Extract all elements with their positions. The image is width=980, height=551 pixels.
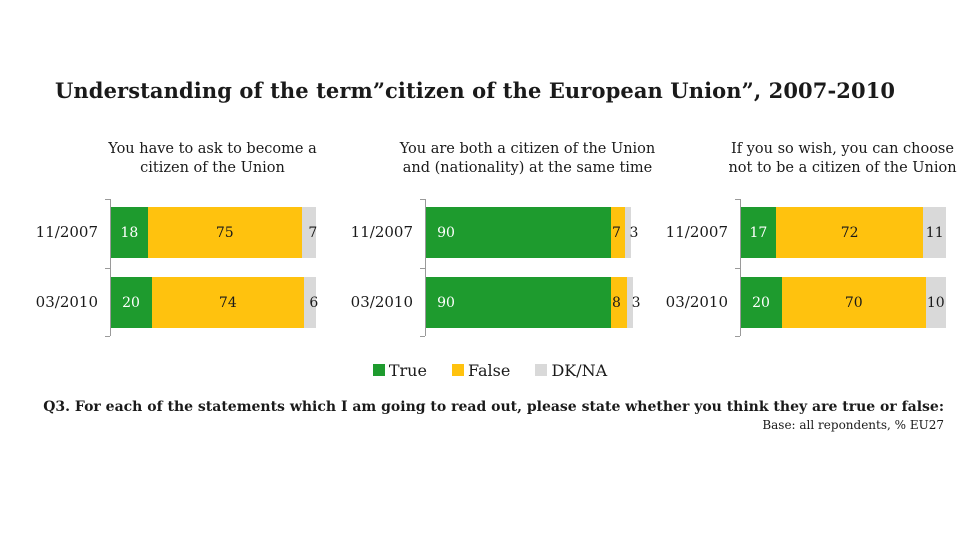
bar-segment-dk [925,277,946,328]
axis-tick [420,199,425,200]
stacked-bar: 90 7 3 [426,207,638,258]
data-label-false: 75 [215,224,234,241]
data-label-dk: 6 [309,294,319,311]
panel-title-line: not to be a citizen of the Union [728,160,957,176]
panel-title-line: You are both a citizen of the Union [399,141,656,157]
bar-segment-true [426,277,611,328]
bar-segment-dk [626,277,634,328]
axis-tick [105,336,110,337]
data-label-true: 17 [749,224,768,241]
bar-segment-false [147,207,302,258]
legend-swatch-dk [535,363,548,376]
chart-title: Understanding of the term”citizen of the… [55,78,896,103]
bar-segment-true [741,207,776,258]
stacked-bar: 20 74 6 [111,277,319,328]
panel-title: You are both a citizen of the Union and (… [385,140,670,178]
chart-panel-3: If you so wish, you can choose not to be … [665,140,957,340]
data-label-true: 90 [437,294,455,311]
bar-segment-dk [923,207,946,258]
row-label: 03/2010 [35,292,98,311]
chart-panel-1: You have to ask to become a citizen of th… [35,140,325,340]
panel-title-line: and (nationality) at the same time [402,160,653,176]
legend-label-false: False [468,361,511,380]
legend-swatch-false [452,363,464,376]
bar-segment-dk [624,207,631,258]
bar-segment-true [741,277,782,328]
axis-tick [420,267,425,269]
bar-segment-dk [301,207,316,258]
legend-item-false: False [452,361,510,380]
axis-tick [105,267,110,269]
legend-item-dk: DK/NA [535,361,607,380]
legend-swatch-true [372,363,385,376]
data-label-dk: 3 [629,224,639,241]
panel-title: If you so wish, you can choose not to be … [700,140,980,178]
bar-segment-false [152,277,304,328]
bar-segment-false [610,277,627,328]
base-note: Base: all repondents, % EU27 [762,418,944,432]
data-label-false: 72 [840,224,859,241]
bar-segment-true [426,207,611,258]
bar-segment-false [775,207,924,258]
axis-tick [735,267,740,269]
stacked-bar: 18 75 7 [111,207,318,258]
stacked-bar: 17 72 11 [741,207,946,258]
data-label-false: 74 [218,294,237,311]
data-label-true: 18 [120,224,139,241]
category-axis [425,199,426,336]
data-label-true: 20 [752,294,770,311]
data-label-false: 7 [612,224,621,241]
data-label-dk: 3 [631,294,641,311]
legend: True False DK/NA [0,361,980,380]
row-label: 03/2010 [350,292,413,311]
question-note: Q3. For each of the statements which I a… [43,399,944,415]
bar-segment-false [782,277,926,328]
bar-segment-dk [303,277,316,328]
data-label-dk: 7 [308,224,318,241]
category-axis [740,199,741,336]
legend-item-true: True [372,361,427,380]
axis-tick [105,199,110,200]
panel-title-line: You have to ask to become a [108,141,317,157]
panel-title: You have to ask to become a citizen of th… [70,140,355,178]
row-label: 11/2007 [350,222,413,241]
bar-segment-true [111,207,148,258]
data-label-true: 20 [122,294,140,311]
panel-title-line: citizen of the Union [140,160,285,176]
axis-tick [735,199,740,200]
data-label-dk: 10 [926,294,945,311]
axis-tick [420,336,425,337]
legend-label-dk: DK/NA [551,361,608,380]
data-label-true: 90 [437,224,455,241]
data-label-false: 70 [844,294,863,311]
category-axis [110,199,111,336]
row-label: 03/2010 [665,292,728,311]
legend-label-true: True [388,361,427,380]
chart-panel-2: You are both a citizen of the Union and (… [350,140,655,340]
row-label: 11/2007 [35,222,98,241]
row-label: 11/2007 [665,222,728,241]
panel-title-line: If you so wish, you can choose [731,141,954,157]
data-label-false: 8 [612,294,621,311]
bar-segment-false [610,207,625,258]
data-label-dk: 11 [925,224,944,241]
bar-segment-true [111,277,152,328]
stacked-bar: 90 8 3 [426,277,641,328]
axis-tick [735,336,740,337]
stacked-bar: 20 70 10 [741,277,946,328]
